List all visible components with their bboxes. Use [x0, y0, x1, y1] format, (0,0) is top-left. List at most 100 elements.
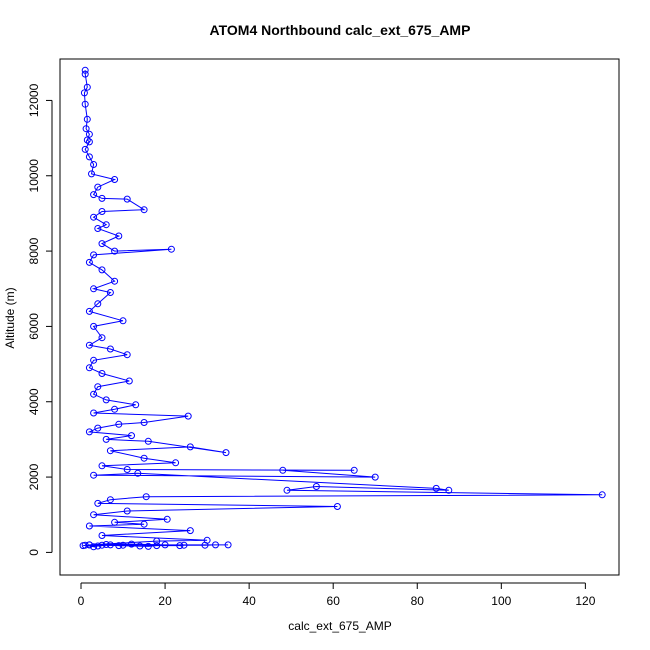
data-point	[212, 541, 219, 549]
data-point	[94, 300, 102, 308]
data-point	[90, 191, 98, 199]
data-point	[371, 473, 379, 481]
data-point	[98, 194, 106, 202]
data-point	[111, 247, 119, 255]
data-point	[111, 405, 119, 413]
data-point	[115, 232, 123, 240]
data-point	[106, 289, 114, 296]
data-point	[176, 542, 184, 550]
data-point	[106, 345, 114, 353]
data-point	[111, 277, 119, 285]
data-point	[102, 221, 110, 229]
data-point	[312, 483, 320, 490]
data-point	[85, 307, 93, 315]
data-point	[142, 493, 150, 501]
y-tick-label: 2000	[27, 463, 41, 490]
data-point	[140, 454, 148, 462]
data-point	[106, 541, 114, 549]
data-point	[85, 364, 93, 372]
data-point	[123, 351, 131, 359]
data-point	[125, 377, 133, 385]
data-point	[98, 240, 106, 248]
data-point	[111, 176, 119, 183]
data-point	[98, 541, 106, 549]
data-point	[279, 466, 287, 474]
data-point	[119, 317, 127, 325]
data-point	[85, 153, 93, 161]
data-point	[140, 520, 148, 528]
data-point	[224, 541, 232, 549]
data-point	[128, 432, 135, 440]
data-point	[90, 409, 98, 417]
data-point	[186, 527, 194, 535]
data-point	[186, 443, 194, 451]
y-tick-label: 12000	[27, 83, 41, 117]
data-point	[167, 245, 175, 253]
data-point	[144, 542, 152, 550]
data-point	[85, 522, 93, 530]
data-point	[136, 542, 144, 550]
data-point	[90, 390, 98, 398]
data-point	[90, 471, 98, 479]
data-point	[98, 266, 106, 274]
data-point	[333, 503, 341, 510]
data-point	[119, 541, 127, 549]
data-point	[90, 356, 98, 364]
series-line	[83, 70, 603, 548]
x-tick-label: 60	[327, 594, 341, 608]
data-point	[90, 213, 98, 221]
y-tick-label: 4000	[27, 388, 41, 415]
data-point	[222, 449, 230, 457]
plot-frame	[59, 58, 620, 576]
data-point	[445, 486, 453, 494]
data-point	[90, 543, 98, 551]
data-point	[123, 195, 131, 203]
y-axis-label: Altitude (m)	[3, 287, 17, 348]
x-tick-label: 100	[491, 594, 511, 608]
y-axis: 0 2000 4000 6000 8000 10000 12000	[27, 83, 53, 556]
data-point	[134, 469, 142, 477]
data-point	[153, 537, 161, 545]
data-point	[94, 499, 102, 507]
data-point	[180, 541, 188, 549]
data-point	[115, 420, 123, 428]
data-point	[98, 462, 106, 470]
data-point	[432, 484, 440, 492]
x-tick-label: 20	[158, 594, 172, 608]
data-point	[123, 507, 131, 515]
data-point	[140, 419, 148, 426]
data-point	[98, 334, 106, 342]
data-point	[82, 125, 90, 133]
data-point	[350, 466, 358, 474]
data-point	[115, 542, 123, 550]
data-point	[85, 138, 93, 146]
data-point	[102, 435, 110, 443]
data-point	[94, 542, 102, 550]
data-point	[94, 183, 102, 191]
y-tick-label: 10000	[27, 159, 41, 193]
data-point	[90, 511, 98, 519]
data-point	[81, 145, 89, 153]
data-point	[102, 541, 110, 548]
data-point	[598, 491, 606, 499]
series-layer	[79, 66, 606, 551]
data-point	[94, 383, 102, 391]
x-tick-label: 40	[242, 594, 256, 608]
y-tick-label: 0	[27, 549, 41, 556]
data-point	[83, 115, 91, 123]
data-point	[80, 89, 88, 97]
data-point	[83, 83, 91, 91]
data-point	[90, 161, 98, 168]
data-point	[111, 518, 119, 526]
data-point	[90, 285, 98, 293]
data-point	[85, 341, 93, 349]
data-point	[140, 206, 148, 214]
data-point	[283, 486, 291, 494]
data-point	[132, 401, 140, 409]
chart-title: ATOM4 Northbound calc_ext_675_AMP	[210, 22, 471, 38]
x-tick-label: 120	[575, 594, 595, 608]
data-point	[81, 66, 89, 74]
data-point	[184, 412, 192, 420]
